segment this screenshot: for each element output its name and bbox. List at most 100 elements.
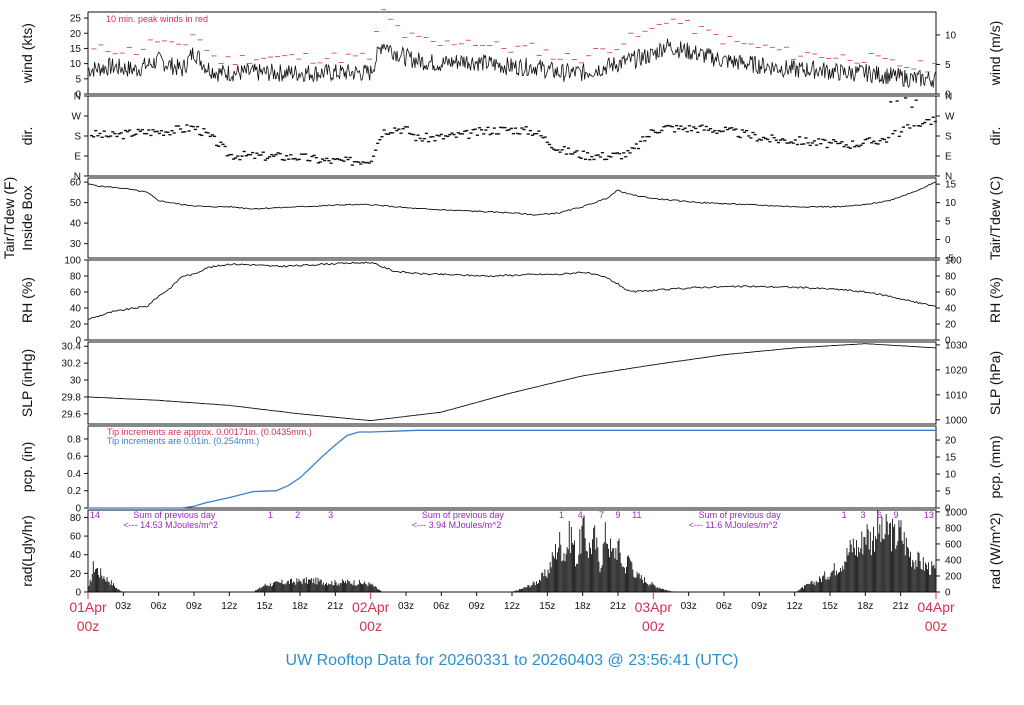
dir-right-tick-label: E <box>945 152 952 163</box>
wind-frame <box>87 11 937 95</box>
rh-left-tick-label: 0 <box>75 336 81 347</box>
rh-right-tick-label: 40 <box>945 304 957 315</box>
wind-peak-marks <box>91 9 938 73</box>
wind-right-tick-label: 0 <box>945 90 951 101</box>
wind-annotation: 10 min. peak winds in red <box>106 14 208 24</box>
x-hour-label: 12z <box>221 601 237 612</box>
temp-right-tick-label: 15 <box>945 180 957 191</box>
dir-left-tick-label: N <box>74 172 81 183</box>
wind-left-tick-label: 15 <box>70 44 82 55</box>
slp-left-tick-label: 29.8 <box>62 392 82 403</box>
slp-left-tick-label: 29.6 <box>62 409 82 420</box>
x-hour-label: 03z <box>115 601 131 612</box>
x-hour-label: 09z <box>469 601 485 612</box>
rad-hour-mark: 1 <box>268 510 273 520</box>
pcp-right-tick-label: 15 <box>945 453 957 464</box>
x-hour-label: 03z <box>681 601 697 612</box>
pcp-annotation-blue: Tip increments are 0.01in. (0.254mm.) <box>107 436 259 446</box>
slp-right-tick-label: 1020 <box>945 365 968 376</box>
rad-right-tick-label: 800 <box>945 523 962 534</box>
rad-left-tick-label: 0 <box>75 588 81 599</box>
wind-left-tick-label: 25 <box>70 14 82 25</box>
pcp-ylabel-left: pcp. (in) <box>19 442 35 493</box>
x-hour-label: 15z <box>822 601 838 612</box>
wind-ylabel-right: wind (m/s) <box>987 21 1003 87</box>
rh-ylabel-left: RH (%) <box>19 277 35 323</box>
rad-left-tick-label: 40 <box>70 550 82 561</box>
pcp-left-tick-label: 0.2 <box>67 486 81 497</box>
slp-right-tick-label: 1030 <box>945 340 968 351</box>
temp-left-tick-label: 30 <box>70 239 82 250</box>
x-hour-label: 21z <box>893 601 909 612</box>
rad-day-sum-value: <--- 14.53 MJoules/m^2 <box>123 520 218 530</box>
panel-temp: Tair/Tdew (F) Inside Box Tair/Tdew (C) 30 40… <box>1 176 1003 265</box>
x-hour-label: 03z <box>398 601 414 612</box>
x-hour-label: 21z <box>327 601 343 612</box>
pcp-ylabel-right: pcp. (mm) <box>987 436 1003 499</box>
rad-hour-mark: 9 <box>615 510 620 520</box>
slp-right-tick-label: 1000 <box>945 415 968 426</box>
pcp-left-tick-label: 0 <box>75 504 81 515</box>
pcp-right-tick-label: 5 <box>945 487 951 498</box>
dir-right-tick-label: N <box>945 172 952 183</box>
temp-ylabel-left: Tair/Tdew (F) <box>1 177 17 259</box>
x-hour-label: 09z <box>186 601 202 612</box>
x-hour-label: 06z <box>151 601 167 612</box>
x-day-hour: 00z <box>359 618 382 634</box>
x-hour-label: 18z <box>575 601 591 612</box>
rad-hour-mark: 11 <box>632 510 641 520</box>
pcp-left-tick-label: 0.6 <box>67 452 81 463</box>
x-hour-label: 06z <box>716 601 732 612</box>
wind-left-tick-label: 20 <box>70 29 82 40</box>
x-hour-label: 09z <box>751 601 767 612</box>
wind-ylabel-left: wind (kts) <box>19 23 35 84</box>
panel-pcp: pcp. (in) pcp. (mm) 0 0.2 0.4 0.6 0.8 0 5 10 15 20 T… <box>19 425 1003 515</box>
temp-left-tick-label: 60 <box>70 178 82 189</box>
rh-ylabel-right: RH (%) <box>987 277 1003 323</box>
rh-line <box>88 261 937 320</box>
x-hour-label: 15z <box>257 601 273 612</box>
dir-marks <box>89 97 937 166</box>
rad-ylabel-left: rad(Lgly/hr) <box>19 515 35 587</box>
x-day-hour: 00z <box>925 618 948 634</box>
rh-right-tick-label: 0 <box>945 336 951 347</box>
slp-line <box>87 343 937 421</box>
rad-day-sum-title: Sum of previous day <box>699 510 782 520</box>
rad-hour-mark: 2 <box>295 510 300 520</box>
temp-frame <box>87 177 937 259</box>
rh-left-tick-label: 60 <box>70 288 82 299</box>
temp-right-tick-label: 10 <box>945 198 957 209</box>
slp-left-tick-label: 30.4 <box>62 342 82 353</box>
rad-left-tick-label: 20 <box>70 569 82 580</box>
temp-right-tick-label: 5 <box>945 217 951 228</box>
temp-left-tick-label: 50 <box>70 198 82 209</box>
dir-left-tick-label: W <box>72 112 82 123</box>
rad-day-sum-title: Sum of previous day <box>422 510 505 520</box>
chart-title: UW Rooftop Data for 20260331 to 20260403… <box>286 652 739 669</box>
slp-right-tick-label: 1010 <box>945 390 968 401</box>
rad-hour-mark: 14 <box>90 510 100 520</box>
rh-right-tick-label: 60 <box>945 288 957 299</box>
rad-right-tick-label: 600 <box>945 539 962 550</box>
x-hour-label: 12z <box>504 601 520 612</box>
wind-left-tick-label: 10 <box>70 59 82 70</box>
wind-right-tick-label: 10 <box>945 30 957 41</box>
rh-right-tick-label: 20 <box>945 320 957 331</box>
wind-left-tick-label: 0 <box>75 90 81 101</box>
dir-right-tick-label: S <box>945 132 952 143</box>
rh-right-tick-label: 100 <box>945 256 962 267</box>
rad-right-tick-label: 200 <box>945 571 962 582</box>
rad-hour-mark: 1 <box>559 510 564 520</box>
dir-ylabel-right: dir. <box>987 127 1003 146</box>
pcp-frame <box>87 425 937 509</box>
x-day-hour: 00z <box>642 618 665 634</box>
panel-wind: wind (kts) wind (m/s) 0 5 10 15 20 25 0 5 10 10 min… <box>19 9 1003 101</box>
x-day-date: 02Apr <box>352 599 390 615</box>
pcp-line <box>88 429 936 509</box>
wind-left-tick-label: 5 <box>75 74 81 85</box>
wind-right-tick-label: 5 <box>945 60 951 71</box>
rh-frame <box>87 259 937 341</box>
temp-left-tick-label: 40 <box>70 219 82 230</box>
